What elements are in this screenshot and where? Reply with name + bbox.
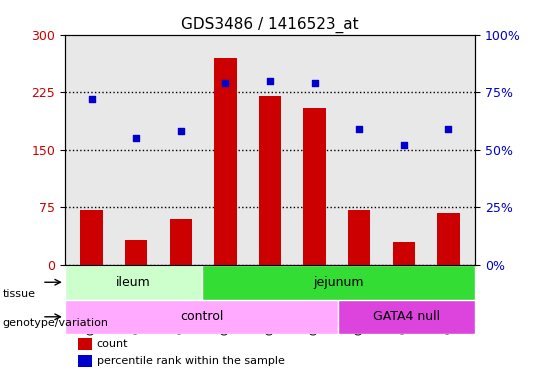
Bar: [125, 240, 147, 265]
Text: tissue: tissue: [3, 289, 36, 299]
Bar: [78, 338, 92, 349]
Text: percentile rank within the sample: percentile rank within the sample: [97, 356, 285, 366]
Point: [132, 135, 140, 141]
Point: [266, 78, 274, 84]
Point: [444, 126, 453, 132]
FancyBboxPatch shape: [339, 300, 475, 334]
FancyBboxPatch shape: [65, 300, 339, 334]
Text: genotype/variation: genotype/variation: [3, 318, 109, 328]
FancyBboxPatch shape: [201, 265, 475, 300]
Text: ileum: ileum: [116, 276, 151, 289]
Bar: [437, 213, 460, 265]
Title: GDS3486 / 1416523_at: GDS3486 / 1416523_at: [181, 17, 359, 33]
Bar: [303, 108, 326, 265]
Point: [177, 128, 185, 134]
Bar: [80, 210, 103, 265]
Bar: [259, 96, 281, 265]
Text: jejunum: jejunum: [313, 276, 363, 289]
Text: count: count: [97, 339, 128, 349]
Point: [87, 96, 96, 102]
Bar: [170, 219, 192, 265]
Text: GATA4 null: GATA4 null: [373, 310, 440, 323]
Bar: [214, 58, 237, 265]
Bar: [78, 355, 92, 367]
Text: control: control: [180, 310, 223, 323]
Bar: [348, 210, 370, 265]
Point: [355, 126, 363, 132]
Point: [221, 80, 230, 86]
FancyBboxPatch shape: [65, 265, 201, 300]
Bar: [393, 242, 415, 265]
Point: [400, 142, 408, 148]
Point: [310, 80, 319, 86]
